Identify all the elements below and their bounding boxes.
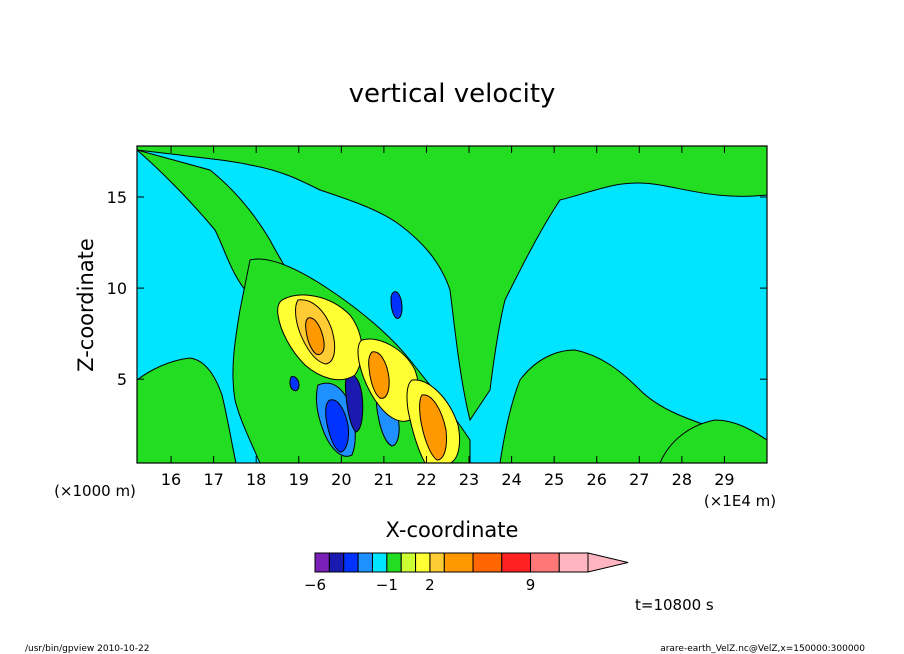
chart-title: vertical velocity bbox=[349, 79, 556, 109]
downdraft-core-6 bbox=[289, 376, 300, 392]
x-tick-label: 19 bbox=[289, 470, 309, 489]
x-tick-label: 20 bbox=[331, 470, 351, 489]
y-tick-label: 10 bbox=[107, 279, 127, 298]
x-tick-label: 28 bbox=[672, 470, 692, 489]
colorbar-extend-arrow bbox=[587, 552, 629, 573]
downdraft-core-2 bbox=[325, 399, 349, 453]
colorbar-label: 9 bbox=[526, 576, 536, 594]
colorbar-segment bbox=[443, 552, 474, 573]
x-tick-label: 29 bbox=[714, 470, 734, 489]
colorbar-label: −1 bbox=[376, 576, 398, 594]
x-tick-label: 26 bbox=[587, 470, 607, 489]
downdraft-regions bbox=[289, 291, 403, 457]
colorbar bbox=[314, 552, 629, 573]
colorbar-segment bbox=[472, 552, 503, 573]
x-tick-label: 27 bbox=[629, 470, 649, 489]
x-unit-right: (×1E4 m) bbox=[704, 492, 776, 510]
colorbar-label: 2 bbox=[425, 576, 435, 594]
updraft-cell-b-core bbox=[368, 351, 390, 399]
colorbar-segment bbox=[501, 552, 532, 573]
colorbar-segment bbox=[357, 552, 373, 573]
downdraft-core-3 bbox=[344, 373, 364, 433]
x-axis-label: X-coordinate bbox=[386, 518, 519, 542]
colorbar-segment bbox=[343, 552, 359, 573]
colorbar-segment bbox=[558, 552, 589, 573]
colorbar-segment bbox=[530, 552, 560, 573]
x-tick-label: 21 bbox=[374, 470, 394, 489]
y-axis-label: Z-coordinate bbox=[74, 238, 98, 372]
colorbar-label: −6 bbox=[304, 576, 326, 594]
plot-frame bbox=[136, 145, 768, 464]
footer-left: /usr/bin/gpview 2010-10-22 bbox=[25, 644, 149, 654]
y-axis-ticks: 5 10 15 bbox=[107, 188, 767, 389]
contour-field bbox=[137, 146, 767, 463]
colorbar-segment bbox=[314, 552, 330, 573]
x-unit-left: (×1000 m) bbox=[54, 482, 136, 500]
colorbar-segment bbox=[400, 552, 417, 573]
updraft-cell-a-core bbox=[305, 317, 325, 355]
time-annotation: t=10800 s bbox=[635, 596, 714, 614]
downdraft-core-5 bbox=[390, 291, 403, 319]
x-tick-label: 25 bbox=[544, 470, 564, 489]
updraft-region-right-band bbox=[659, 419, 767, 463]
footer-right: arare-earth_VelZ.nc@VelZ,x=150000:300000 bbox=[660, 644, 865, 654]
updraft-region-upper bbox=[137, 146, 767, 422]
x-tick-label: 16 bbox=[161, 470, 181, 489]
updraft-region-lower-left bbox=[137, 357, 237, 463]
colorbar-segment bbox=[328, 552, 345, 573]
x-tick-label: 18 bbox=[246, 470, 266, 489]
x-axis-ticks: 16 17 18 19 20 21 22 23 24 25 26 27 28 29 bbox=[161, 146, 735, 489]
x-tick-label: 17 bbox=[203, 470, 223, 489]
colorbar-segment bbox=[371, 552, 388, 573]
x-tick-label: 24 bbox=[501, 470, 521, 489]
updraft-cells bbox=[277, 294, 461, 463]
updraft-cell-c-core bbox=[419, 394, 447, 461]
x-tick-label: 22 bbox=[416, 470, 436, 489]
colorbar-segment bbox=[386, 552, 402, 573]
x-tick-label: 23 bbox=[459, 470, 479, 489]
y-tick-label: 15 bbox=[107, 188, 127, 207]
colorbar-labels: −6 −1 2 9 bbox=[304, 576, 535, 594]
colorbar-segment bbox=[415, 552, 431, 573]
y-tick-label: 5 bbox=[117, 370, 127, 389]
colorbar-segment bbox=[429, 552, 445, 573]
